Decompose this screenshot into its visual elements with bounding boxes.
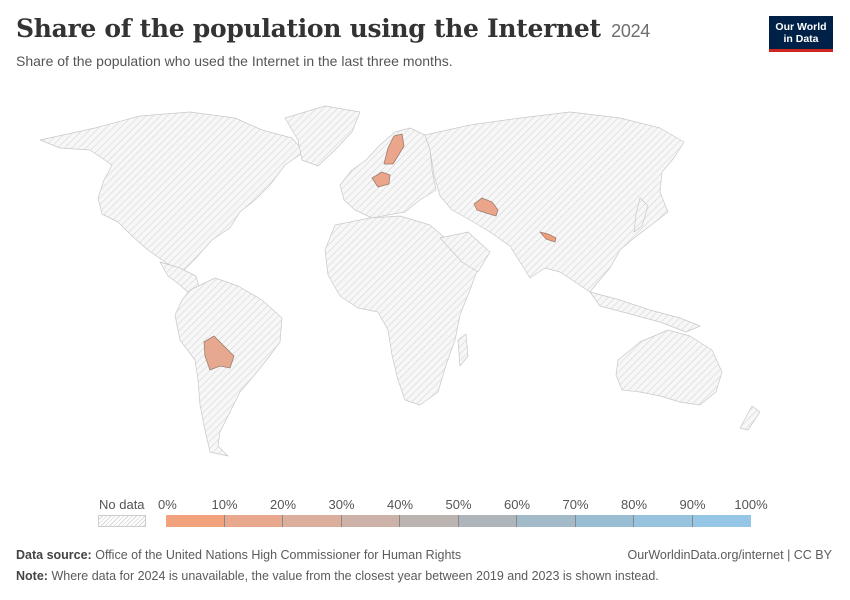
legend-tick: 60% [503, 497, 531, 512]
legend-tick: 40% [386, 497, 414, 512]
region-greenland [284, 105, 361, 167]
note-label: Note: [16, 569, 48, 583]
country-czechia[interactable] [371, 171, 391, 188]
region-new-zealand [739, 405, 761, 431]
chart-subtitle: Share of the population who used the Int… [16, 53, 453, 69]
site-link[interactable]: OurWorldinData.org/internet | CC BY [627, 548, 833, 562]
source-text: Office of the United Nations High Commis… [95, 548, 462, 562]
region-australia [615, 329, 723, 406]
region-arabia [439, 231, 491, 273]
source-label: Data source: [16, 548, 92, 562]
owid-logo[interactable]: Our World in Data [769, 16, 833, 52]
legend-tick: 80% [620, 497, 648, 512]
legend-bin [400, 515, 459, 527]
note-text: Where data for 2024 is unavailable, the … [51, 569, 659, 583]
region-asia [424, 111, 685, 293]
country-sweden[interactable] [383, 133, 405, 165]
world-map [39, 105, 761, 457]
legend-bin [166, 515, 225, 527]
legend-tick: 0% [158, 497, 177, 512]
chart-title: Share of the population using the Intern… [16, 14, 650, 43]
region-africa [324, 215, 479, 406]
title-year: 2024 [611, 21, 651, 41]
legend-tick: 30% [328, 497, 355, 512]
legend-bin [224, 515, 283, 527]
legend-bin [634, 515, 693, 527]
region-north-america [39, 111, 305, 273]
legend-tick: 90% [679, 497, 706, 512]
region-japan [633, 197, 649, 233]
legend-bin [283, 515, 342, 527]
title-text: Share of the population using the Intern… [16, 14, 601, 43]
logo-line-1: Our World [775, 20, 827, 33]
region-europe [339, 127, 437, 219]
legend-tick: 100% [734, 497, 768, 512]
legend-bin [458, 515, 517, 527]
region-southeast-asia [589, 291, 701, 333]
legend-tick: 50% [445, 497, 472, 512]
legend-bin [692, 515, 751, 527]
region-madagascar [457, 333, 469, 367]
legend-bin [575, 515, 634, 527]
legend-tick: 10% [211, 497, 238, 512]
legend-bin [341, 515, 400, 527]
legend-no-data-label: No data [99, 497, 145, 512]
legend-tick: 20% [269, 497, 297, 512]
country-bolivia[interactable] [203, 335, 235, 371]
logo-line-2: in Data [783, 32, 819, 45]
legend-tick: 70% [562, 497, 589, 512]
legend-no-data-swatch [98, 515, 146, 527]
chart-note: Note: Where data for 2024 is unavailable… [16, 569, 659, 583]
legend-bin [517, 515, 576, 527]
country-nepal[interactable] [539, 231, 557, 243]
country-turkmenistan[interactable] [473, 197, 499, 217]
data-source: Data source: Office of the United Nation… [16, 548, 461, 562]
